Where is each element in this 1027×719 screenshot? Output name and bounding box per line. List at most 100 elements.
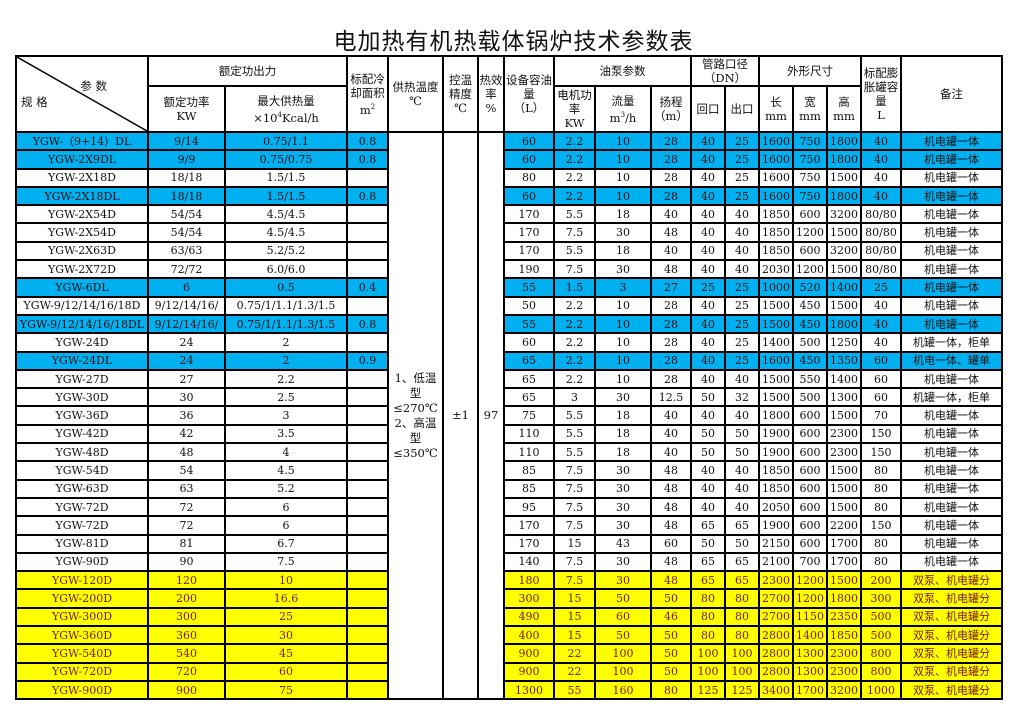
cell-max-heat: 0.75/1/1.1/1.3/1.5 (224, 313, 348, 335)
cell-spec: YGW-900D (15, 679, 149, 701)
cell-spec: YGW-6DL (15, 277, 149, 298)
cell-length: 2700 (758, 588, 794, 609)
cell-oil-volume: 170 (503, 515, 555, 536)
cell-oil-volume: 170 (503, 240, 555, 262)
cell-cooling-area (346, 368, 389, 390)
cell-rated-power: 9/9 (147, 149, 226, 170)
cell-outlet-dn: 25 (724, 277, 760, 298)
cell-spec: YGW-360D (15, 624, 149, 646)
cell-return-dn: 100 (690, 643, 726, 664)
cell-spec: YGW-2X54D (15, 222, 149, 243)
cell-oil-volume: 490 (503, 606, 555, 628)
cell-height: 1300 (826, 387, 862, 408)
cell-oil-volume: 65 (503, 368, 555, 390)
cell-outlet-dn: 25 (724, 332, 760, 353)
cell-cooling-area (346, 533, 389, 554)
cell-tank-volume: 150 (860, 423, 902, 445)
cell-length: 2800 (758, 624, 794, 646)
cell-rated-power: 54 (147, 460, 226, 481)
cell-remark: 机电罐一体 (900, 167, 1003, 188)
cell-remark: 机电罐一体 (900, 551, 1003, 573)
cell-rated-power: 9/12/14/16/ (147, 313, 226, 335)
cell-max-heat: 1.5/1.5 (224, 185, 348, 207)
cell-outlet-dn: 80 (724, 588, 760, 609)
table-row: YGW-36D 36 3 75 5.5 18 40 40 40 1800 600 1500 70 机电罐一… (15, 405, 1003, 426)
header-spec: 规 格 (21, 95, 48, 109)
cell-remark: 双泵、机电罐分 (900, 679, 1003, 701)
cell-flow: 18 (594, 442, 652, 463)
cell-width: 600 (792, 442, 828, 463)
table-row: YGW-72D 72 6 95 7.5 30 48 40 40 2050 600 1500 80 机电罐一… (15, 496, 1003, 518)
cell-outlet-dn: 65 (724, 570, 760, 591)
cell-head: 48 (650, 551, 692, 573)
cell-length: 1600 (758, 167, 794, 188)
cell-flow: 50 (594, 624, 652, 646)
cell-length: 1900 (758, 442, 794, 463)
cell-remark: 双泵、机电罐分 (900, 606, 1003, 628)
cell-oil-volume: 55 (503, 277, 555, 298)
cell-cooling-area (346, 204, 389, 225)
cell-motor-power: 7.5 (553, 570, 596, 591)
cell-rated-power: 120 (147, 570, 226, 591)
cell-length: 1000 (758, 277, 794, 298)
cell-cooling-area (346, 496, 389, 518)
table-row: YGW-9/12/14/16/18DL 9/12/14/16/0.75/1/1.1… (15, 313, 1003, 335)
cell-rated-power: 72 (147, 496, 226, 518)
cell-length: 2800 (758, 643, 794, 664)
cell-outlet-dn: 40 (724, 222, 760, 243)
cell-oil-volume: 50 (503, 295, 555, 316)
cell-flow: 30 (594, 259, 652, 280)
cell-outlet-dn: 25 (724, 185, 760, 207)
cell-height: 1500 (826, 460, 862, 481)
cell-oil-volume: 60 (503, 130, 555, 152)
cell-remark: 机电罐一体 (900, 405, 1003, 426)
cell-outlet-dn: 25 (724, 313, 760, 335)
cell-remark: 机电罐一体 (900, 313, 1003, 335)
cell-rated-power: 30 (147, 387, 226, 408)
header-max-heat: 最大供热量 ×104Kcal/h (224, 85, 348, 133)
cell-motor-power: 2.2 (553, 350, 596, 371)
cell-max-heat: 4.5/4.5 (224, 222, 348, 243)
cell-return-dn: 25 (690, 277, 726, 298)
cell-head: 28 (650, 313, 692, 335)
header-flow: 流量 m3/h (594, 85, 652, 133)
cell-return-dn: 80 (690, 588, 726, 609)
cell-flow: 100 (594, 661, 652, 682)
cell-rated-power: 18/18 (147, 185, 226, 207)
cell-height: 1800 (826, 588, 862, 609)
cell-cooling-area (346, 240, 389, 262)
cell-max-heat: 5.2/5.2 (224, 240, 348, 262)
cell-spec: YGW-90D (15, 551, 149, 573)
cell-length: 1900 (758, 423, 794, 445)
cell-max-heat: 6.0/6.0 (224, 259, 348, 280)
cell-oil-volume: 55 (503, 313, 555, 335)
table-row: YGW-120D 120 10 180 7.5 30 48 65 65 2300 1200 1500 2… (15, 570, 1003, 591)
cell-outlet-dn: 80 (724, 624, 760, 646)
cell-motor-power: 5.5 (553, 240, 596, 262)
cell-head: 40 (650, 423, 692, 445)
cell-width: 600 (792, 423, 828, 445)
cell-remark: 机电罐一体 (900, 277, 1003, 298)
table-row: YGW-9/12/14/16/18D 9/12/14/16/0.75/1/1.1/… (15, 295, 1003, 316)
cell-tank-volume: 60 (860, 350, 902, 371)
cell-tank-volume: 200 (860, 570, 902, 591)
cell-width: 450 (792, 350, 828, 371)
cell-tank-volume: 60 (860, 387, 902, 408)
cell-oil-volume: 140 (503, 551, 555, 573)
cell-motor-power: 2.2 (553, 368, 596, 390)
cell-motor-power: 7.5 (553, 496, 596, 518)
cell-return-dn: 40 (690, 295, 726, 316)
cell-return-dn: 65 (690, 515, 726, 536)
cell-max-heat: 1.5/1.5 (224, 167, 348, 188)
cell-cooling-area (346, 478, 389, 499)
cell-head: 48 (650, 515, 692, 536)
cell-return-dn: 40 (690, 167, 726, 188)
cell-flow: 30 (594, 222, 652, 243)
cell-length: 1600 (758, 149, 794, 170)
header-precision: 控温精度 ℃ (442, 55, 479, 133)
header-width: 宽 mm (792, 85, 828, 133)
cell-width: 500 (792, 387, 828, 408)
cell-remark: 机电罐一体 (900, 442, 1003, 463)
cell-max-heat: 0.75/0.75 (224, 149, 348, 170)
table-row: YGW-42D 42 3.5 110 5.5 18 40 50 50 1900 600 2300 150… (15, 423, 1003, 445)
